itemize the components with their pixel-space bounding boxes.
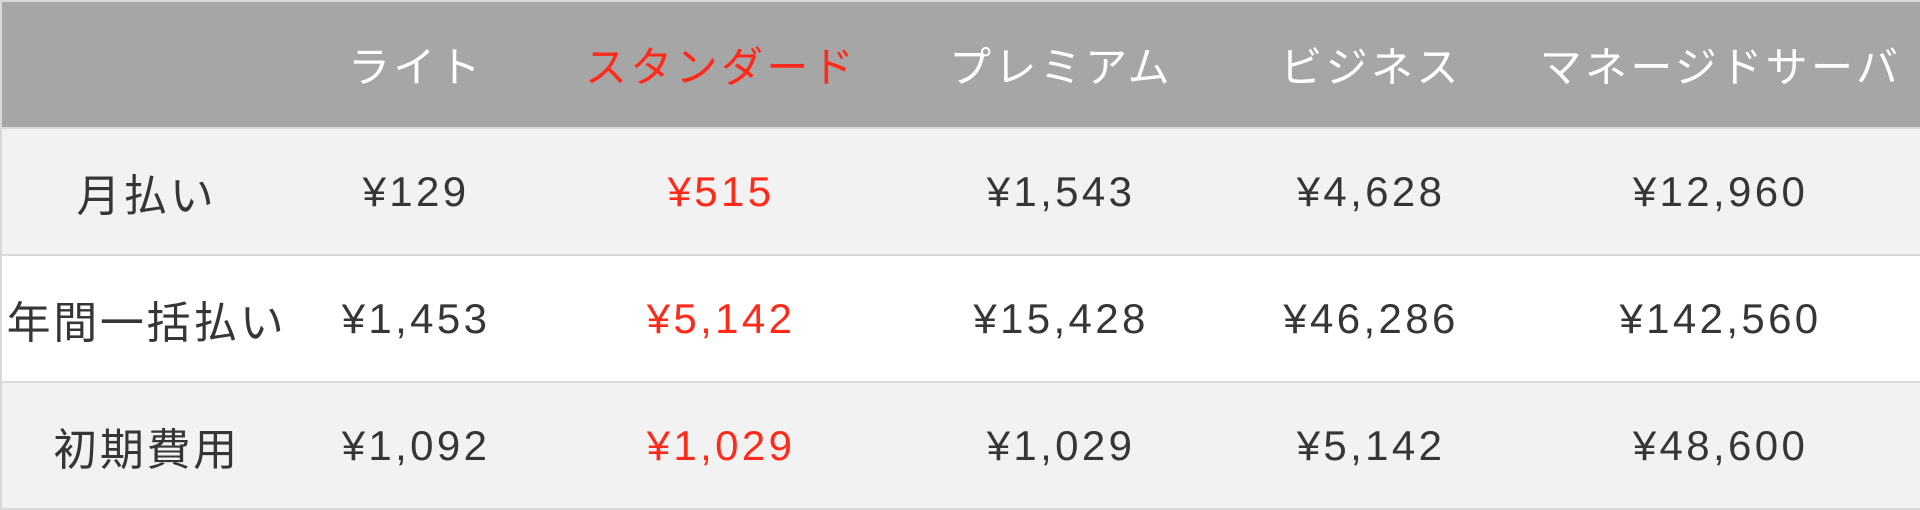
cell-annual-business: ¥46,286 (1221, 255, 1521, 382)
cell-initial-business: ¥5,142 (1221, 382, 1521, 509)
table-row: 年間一括払い ¥1,453 ¥5,142 ¥15,428 ¥46,286 ¥14… (1, 255, 1920, 382)
header-premium: プレミアム (901, 1, 1221, 128)
cell-annual-standard: ¥5,142 (541, 255, 901, 382)
header-blank (1, 1, 291, 128)
cell-monthly-lite: ¥129 (291, 128, 541, 255)
row-label-initial: 初期費用 (1, 382, 291, 509)
header-managed: マネージドサーバ (1521, 1, 1920, 128)
table-row: 初期費用 ¥1,092 ¥1,029 ¥1,029 ¥5,142 ¥48,600 (1, 382, 1920, 509)
pricing-table: ライト スタンダード プレミアム ビジネス マネージドサーバ 月払い ¥129 … (0, 0, 1920, 510)
table-row: 月払い ¥129 ¥515 ¥1,543 ¥4,628 ¥12,960 (1, 128, 1920, 255)
row-label-monthly: 月払い (1, 128, 291, 255)
cell-monthly-standard: ¥515 (541, 128, 901, 255)
header-row: ライト スタンダード プレミアム ビジネス マネージドサーバ (1, 1, 1920, 128)
cell-annual-premium: ¥15,428 (901, 255, 1221, 382)
cell-initial-managed: ¥48,600 (1521, 382, 1920, 509)
cell-annual-lite: ¥1,453 (291, 255, 541, 382)
row-label-annual: 年間一括払い (1, 255, 291, 382)
cell-initial-premium: ¥1,029 (901, 382, 1221, 509)
header-lite: ライト (291, 1, 541, 128)
cell-monthly-business: ¥4,628 (1221, 128, 1521, 255)
cell-monthly-managed: ¥12,960 (1521, 128, 1920, 255)
cell-annual-managed: ¥142,560 (1521, 255, 1920, 382)
cell-initial-lite: ¥1,092 (291, 382, 541, 509)
cell-monthly-premium: ¥1,543 (901, 128, 1221, 255)
cell-initial-standard: ¥1,029 (541, 382, 901, 509)
header-business: ビジネス (1221, 1, 1521, 128)
header-standard: スタンダード (541, 1, 901, 128)
